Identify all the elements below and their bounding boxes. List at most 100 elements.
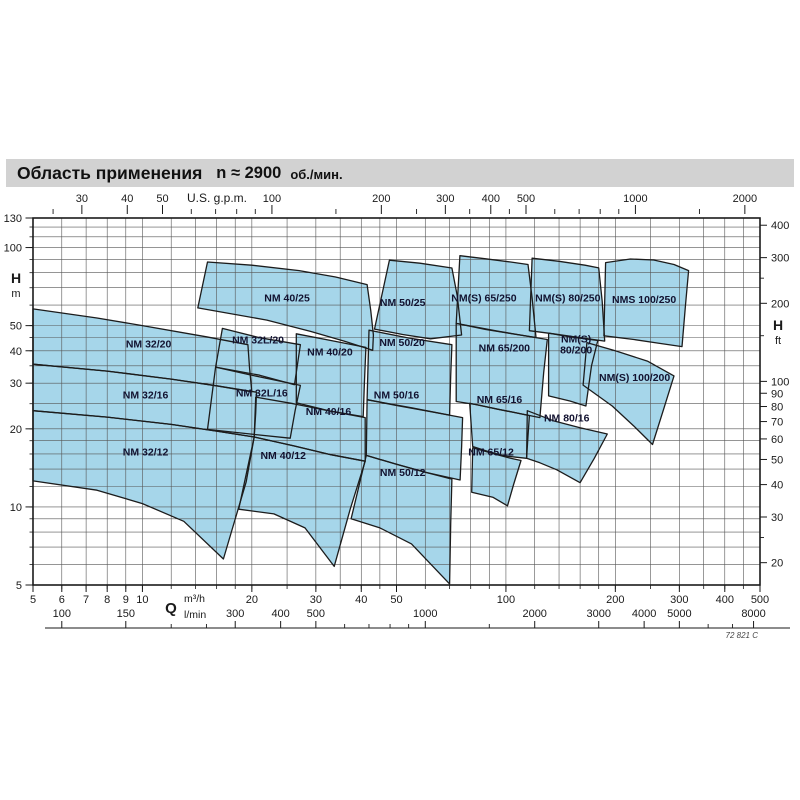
lmin-axis-tick-label: 3000 <box>586 608 610 620</box>
region-outline-NM-40-25 <box>197 261 375 351</box>
region-label-NM-65-12: NM 65/12 <box>468 446 514 458</box>
region-label-NM-S--65-250: NM(S) 65/250 <box>451 292 517 304</box>
region-outline-NM-50-20 <box>366 329 453 416</box>
flow-axis-title: Q <box>165 600 177 617</box>
page-title: Область применения <box>17 162 203 183</box>
left-axis-tick-label: 40 <box>10 346 22 358</box>
region-label-NM-32-20: NM 32/20 <box>126 338 172 350</box>
region-label-NM-40-20: NM 40/20 <box>307 347 353 359</box>
top-axis-tick-label: 1000 <box>623 193 647 205</box>
region-fill-NM-40-20 <box>296 333 366 417</box>
top-axis-title: U.S. g.p.m. <box>187 191 247 205</box>
region-outline-NM-S--80-250 <box>528 257 606 342</box>
region-label-NM-32-16: NM 32/16 <box>123 390 169 402</box>
left-axis-tick-label: 100 <box>4 243 22 255</box>
region-label-NM-50-12: NM 50/12 <box>380 467 426 479</box>
right-axis-unit: ft <box>775 335 781 347</box>
top-axis-tick-label: 2000 <box>733 193 757 205</box>
region-label-NM-40-16: NM 40/16 <box>306 406 352 418</box>
region-label-NMS-100-250: NMS 100/250 <box>612 294 676 306</box>
region-label-NM-S--100-200: NM(S) 100/200 <box>599 372 670 384</box>
right-axis-tick-label: 50 <box>771 454 783 466</box>
bottom-axis-tick-label: 500 <box>751 594 769 606</box>
region-label-NM-65-16: NM 65/16 <box>477 394 523 406</box>
bottom-axis-tick-label: 5 <box>30 594 36 606</box>
bottom-axis-tick-label: 30 <box>310 594 322 606</box>
bottom-axis-tick-label: 9 <box>123 594 129 606</box>
region-label-NM-32L-16: NM 32L/16 <box>236 387 288 399</box>
right-axis-title: H <box>773 317 783 333</box>
region-outline-NM-80-16 <box>525 410 608 484</box>
right-axis-tick-label: 60 <box>771 434 783 446</box>
title-rpm-value: n ≈ 2900 <box>216 163 282 182</box>
lmin-axis-tick-label: 2000 <box>522 608 546 620</box>
region-outline-NM-50-25 <box>373 259 463 340</box>
region-fill-NM-40-16 <box>254 397 366 462</box>
region-label-NM-50-20: NM 50/20 <box>379 337 425 349</box>
bottom-axis-tick-label: 300 <box>670 594 688 606</box>
lmin-axis-tick-label: 400 <box>271 608 289 620</box>
region-fill-NMS-100-250 <box>603 259 689 347</box>
region-outline-NM-40-16 <box>253 396 366 462</box>
region-fill-NM-S--80-250 <box>529 258 605 342</box>
left-axis-unit: m <box>11 288 20 300</box>
flow-axis-unit-lmin: l/min <box>184 609 206 621</box>
lmin-axis-tick-label: 8000 <box>741 608 765 620</box>
title-bar: Область применения n ≈ 2900 об./мин. <box>6 159 794 187</box>
region-fill-NM-32-12 <box>33 410 255 559</box>
region-outline-NM-S--100-200 <box>582 341 675 446</box>
title-rpm-unit: об./мин. <box>290 166 343 182</box>
top-axis-tick-label: 40 <box>121 193 133 205</box>
bottom-axis-tick-label: 8 <box>104 594 110 606</box>
region-outline-NM-S--65-250 <box>455 255 537 339</box>
left-axis-tick-label: 20 <box>10 424 22 436</box>
region-outline-NM-40-20 <box>295 333 367 418</box>
region-outline-NM-65-12 <box>471 447 522 507</box>
right-axis-tick-label: 40 <box>771 480 783 492</box>
region-label-NM-50-16: NM 50/16 <box>374 390 420 402</box>
right-axis-tick-label: 200 <box>771 298 789 310</box>
bottom-axis-tick-label: 50 <box>390 594 402 606</box>
right-axis-tick-label: 20 <box>771 558 783 570</box>
region-label-NM-32L-20: NM 32L/20 <box>232 335 284 347</box>
lmin-axis-tick-label: 5000 <box>667 608 691 620</box>
drawing-number: 72 821 C <box>726 631 759 640</box>
top-axis-tick-label: 500 <box>517 193 535 205</box>
region-outline-NM-32L-16 <box>206 366 302 439</box>
region-fill-NM-S--65-250 <box>456 255 536 338</box>
lmin-axis-tick-label: 1000 <box>413 608 437 620</box>
region-label-NM-40-12: NM 40/12 <box>260 450 306 462</box>
bottom-axis-tick-label: 100 <box>497 594 515 606</box>
left-axis-title: H <box>11 270 21 286</box>
region-fill-NM-50-12 <box>351 455 452 584</box>
right-axis-tick-label: 70 <box>771 417 783 429</box>
bottom-axis-tick-label: 7 <box>83 594 89 606</box>
flow-axis-unit-m3h: m³/h <box>184 593 205 605</box>
region-outline-NM-32-20 <box>32 308 253 393</box>
lmin-axis-tick-label: 150 <box>117 608 135 620</box>
top-axis-tick-label: 400 <box>482 193 500 205</box>
region-label-NM-65-200: NM 65/200 <box>479 342 531 354</box>
region-fill-NM-40-12 <box>238 437 366 567</box>
region-fill-NM-50-20 <box>367 330 452 416</box>
bottom-axis-tick-label: 10 <box>136 594 148 606</box>
top-axis-tick-label: 30 <box>76 193 88 205</box>
region-fill-NM-32-16 <box>33 364 257 437</box>
region-outline-NMS-100-250 <box>603 258 690 348</box>
bottom-axis-tick-label: 40 <box>355 594 367 606</box>
left-axis-tick-label: 30 <box>10 378 22 390</box>
right-axis-tick-label: 300 <box>771 253 789 265</box>
region-fill-NM-S--100-200 <box>583 342 674 445</box>
region-label-NM-S--80-200: NM(S) 80/200 <box>560 334 592 357</box>
region-label-NM-40-25: NM 40/25 <box>264 292 310 304</box>
region-fill-NM-50-16 <box>366 399 463 480</box>
region-fill-NM-40-25 <box>197 262 374 351</box>
bottom-axis-tick-label: 400 <box>716 594 734 606</box>
lmin-axis-tick-label: 300 <box>226 608 244 620</box>
bottom-axis-tick-label: 200 <box>606 594 624 606</box>
top-axis-tick-label: 200 <box>372 193 390 205</box>
lmin-axis-tick-label: 100 <box>53 608 71 620</box>
region-label-NM-S--80-250: NM(S) 80/250 <box>535 292 601 304</box>
left-axis-tick-label: 50 <box>10 321 22 333</box>
